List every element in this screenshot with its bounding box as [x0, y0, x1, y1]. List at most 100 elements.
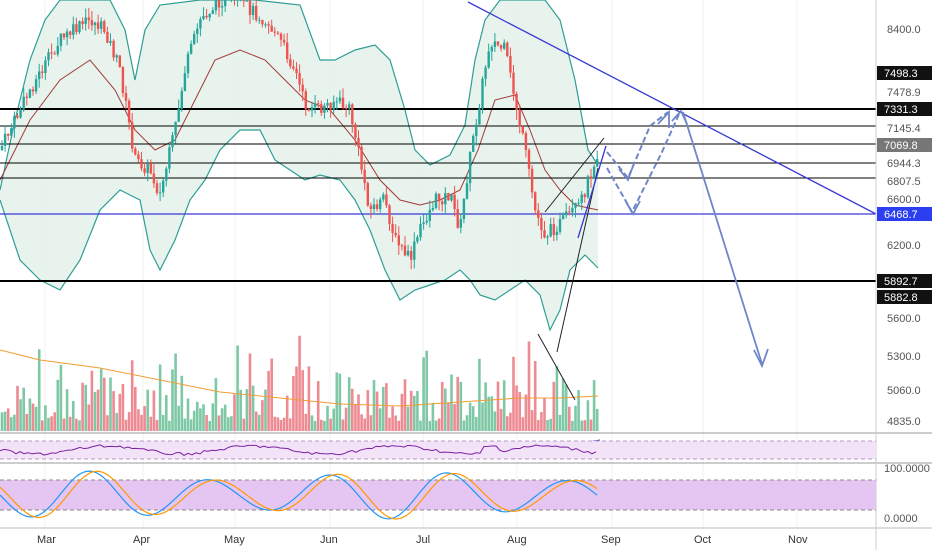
- volume-bar: [388, 417, 391, 431]
- candle-body: [379, 199, 382, 210]
- candle-body: [382, 194, 385, 200]
- volume-average-line: [0, 349, 599, 407]
- volume-bar: [304, 413, 308, 431]
- candle-body: [205, 15, 208, 18]
- volume-bars: [0, 335, 599, 431]
- volume-bar: [258, 414, 261, 431]
- candle-body: [158, 192, 162, 194]
- volume-bar: [378, 408, 382, 431]
- volume-bar: [180, 375, 184, 431]
- volume-bar: [295, 366, 298, 431]
- volume-bar: [115, 412, 118, 431]
- volume-bar: [490, 396, 494, 431]
- volume-bar: [168, 420, 171, 431]
- candle-body: [552, 224, 555, 236]
- candle-body: [357, 137, 360, 147]
- volume-bar: [93, 392, 97, 431]
- candle-body: [478, 108, 481, 125]
- volume-bar: [3, 411, 7, 431]
- candle-body: [286, 42, 289, 60]
- candle-body: [19, 109, 22, 118]
- candle-body: [78, 21, 81, 33]
- candle-body: [202, 15, 205, 20]
- volume-bar: [338, 373, 342, 431]
- volume-bar: [366, 390, 370, 431]
- candle-body: [189, 43, 193, 54]
- volume-bar: [99, 368, 103, 431]
- volume-bar: [220, 408, 224, 431]
- candle-body: [7, 133, 10, 136]
- candle-body: [503, 42, 506, 49]
- volume-bar: [533, 360, 537, 431]
- volume-bar: [146, 389, 149, 431]
- candle-body: [447, 193, 450, 201]
- price-tick: 6600.0: [887, 194, 921, 206]
- volume-bar: [233, 394, 236, 431]
- candle-body: [0, 145, 4, 150]
- volume-bar: [351, 388, 354, 431]
- candle-body: [586, 176, 590, 198]
- candle-body: [149, 163, 152, 174]
- candle-body: [468, 151, 472, 184]
- candle-body: [571, 207, 574, 213]
- candle-body: [301, 84, 304, 92]
- candle-body: [34, 79, 38, 92]
- rsi-pane: [0, 440, 876, 460]
- candle-body: [348, 104, 351, 109]
- volume-bar: [279, 420, 283, 431]
- volume-bar: [189, 419, 193, 431]
- candle-body: [50, 52, 53, 54]
- volume-bar: [354, 404, 357, 431]
- volume-bar: [68, 416, 72, 431]
- volume-bar: [496, 381, 500, 431]
- candle-body: [261, 19, 264, 25]
- volume-bar: [267, 370, 270, 431]
- candle-body: [509, 56, 512, 73]
- candle-body: [162, 180, 165, 193]
- candle-body: [242, 0, 245, 1]
- candle-body: [186, 53, 190, 74]
- candle-body: [568, 211, 571, 213]
- candle-body: [270, 25, 273, 32]
- candle-body: [530, 168, 534, 193]
- volume-bar: [177, 405, 180, 431]
- candle-body: [481, 78, 484, 109]
- volume-bar: [515, 385, 518, 431]
- price-label: 5882.8: [884, 292, 918, 304]
- candle-body: [59, 33, 63, 46]
- candle-body: [65, 31, 69, 38]
- wedge-lower-trend: [577, 145, 607, 239]
- candle-body: [38, 71, 41, 80]
- candle-body: [313, 103, 317, 107]
- volume-bar: [416, 391, 419, 431]
- candle-body: [28, 89, 32, 98]
- candle-body: [465, 183, 469, 199]
- candle-body: [341, 97, 345, 108]
- volume-bar: [72, 401, 75, 431]
- volume-bar: [493, 411, 497, 431]
- volume-bar: [310, 415, 314, 431]
- candle-body: [81, 21, 84, 25]
- candle-body: [450, 194, 453, 201]
- wedge-lower-line: [556, 167, 599, 353]
- candle-body: [183, 73, 187, 92]
- volume-bar: [363, 418, 366, 431]
- candle-body: [258, 19, 261, 21]
- candle-body: [208, 13, 211, 18]
- volume-bar: [28, 398, 32, 431]
- volume-bar: [25, 413, 29, 431]
- candle-body: [354, 124, 357, 138]
- horizontal-levels: [0, 108, 876, 282]
- time-axis: Mar Apr May Jun Jul Aug Sep Oct Nov: [37, 534, 808, 546]
- candle-body: [335, 101, 338, 103]
- volume-bar: [227, 417, 230, 431]
- volume-divergence-line: [537, 333, 576, 401]
- volume-bar: [50, 416, 53, 431]
- volume-bar: [459, 381, 463, 431]
- volume-bar: [152, 390, 156, 431]
- volume-bar: [527, 341, 531, 431]
- candle-body: [310, 106, 314, 111]
- candle-body: [577, 202, 580, 204]
- candle-body: [459, 219, 462, 228]
- candle-body: [93, 22, 97, 26]
